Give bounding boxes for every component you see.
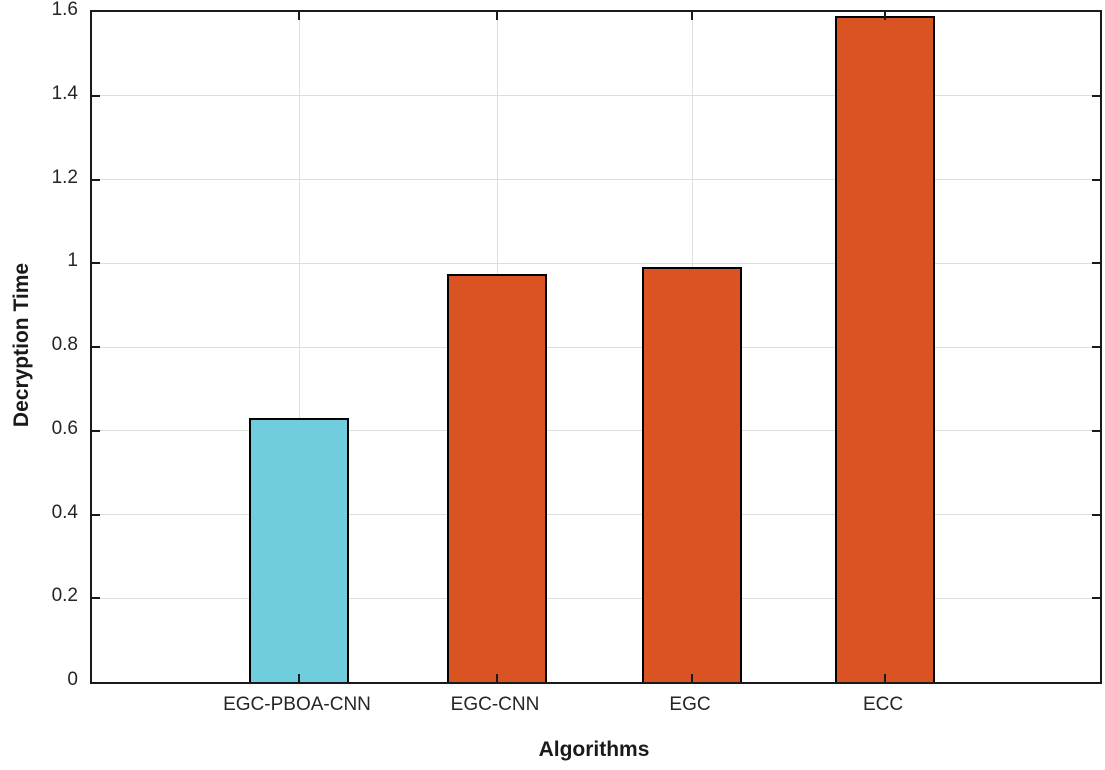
- h-gridline: [92, 514, 1100, 515]
- h-gridline: [92, 346, 1100, 348]
- y-tick-mark: [92, 513, 100, 516]
- y-tick-mark-right: [1092, 429, 1100, 432]
- y-tick-mark-right: [1092, 346, 1100, 348]
- h-gridline: [92, 430, 1100, 432]
- y-tick-mark: [92, 178, 100, 181]
- x-tick-label: EGC: [669, 694, 711, 715]
- bar-egc-cnn: [447, 274, 547, 682]
- y-tick-mark: [92, 346, 100, 348]
- y-tick-label: 0.4: [51, 501, 78, 523]
- h-gridline: [92, 179, 1100, 180]
- y-tick-mark: [92, 429, 100, 432]
- x-tick-mark-top: [298, 12, 300, 20]
- h-gridline: [92, 95, 1100, 97]
- y-tick-mark-right: [1092, 513, 1100, 516]
- x-tick-label: EGC-PBOA-CNN: [223, 694, 371, 715]
- plot-area: [90, 10, 1102, 684]
- x-tick-mark: [298, 674, 300, 682]
- y-tick-mark: [92, 262, 100, 265]
- y-tick-mark-right: [1092, 597, 1100, 600]
- x-tick-mark-top: [884, 12, 886, 20]
- y-tick-label: 0.2: [51, 585, 78, 607]
- bar-egc: [642, 267, 742, 682]
- y-tick-label: 1.4: [51, 82, 78, 104]
- h-gridline: [92, 262, 1100, 264]
- x-tick-label: ECC: [862, 694, 904, 715]
- x-axis-label: Algorithms: [538, 738, 650, 761]
- y-tick-mark-right: [1092, 262, 1100, 265]
- y-tick-label: 0.6: [51, 417, 78, 439]
- y-tick-label: 1.2: [51, 166, 78, 188]
- x-tick-mark: [691, 674, 693, 682]
- bar-egc-pboa-cnn: [249, 418, 349, 682]
- v-gridline: [298, 12, 300, 682]
- y-tick-mark-right: [1092, 178, 1100, 181]
- bar-ecc: [835, 16, 935, 682]
- x-tick-label: EGC-CNN: [450, 694, 540, 715]
- y-tick-mark: [92, 597, 100, 600]
- x-tick-mark-top: [496, 12, 498, 20]
- x-tick-mark-top: [691, 12, 693, 20]
- y-tick-label: 1: [67, 250, 78, 272]
- h-gridline: [92, 597, 1100, 599]
- y-tick-label: 0: [67, 669, 78, 690]
- y-tick-mark-right: [1092, 94, 1100, 97]
- y-tick-label: 1.6: [51, 0, 78, 20]
- y-tick-mark: [92, 94, 100, 97]
- y-tick-label: 0.8: [51, 334, 78, 355]
- x-tick-mark: [884, 674, 886, 682]
- x-tick-mark: [496, 674, 498, 682]
